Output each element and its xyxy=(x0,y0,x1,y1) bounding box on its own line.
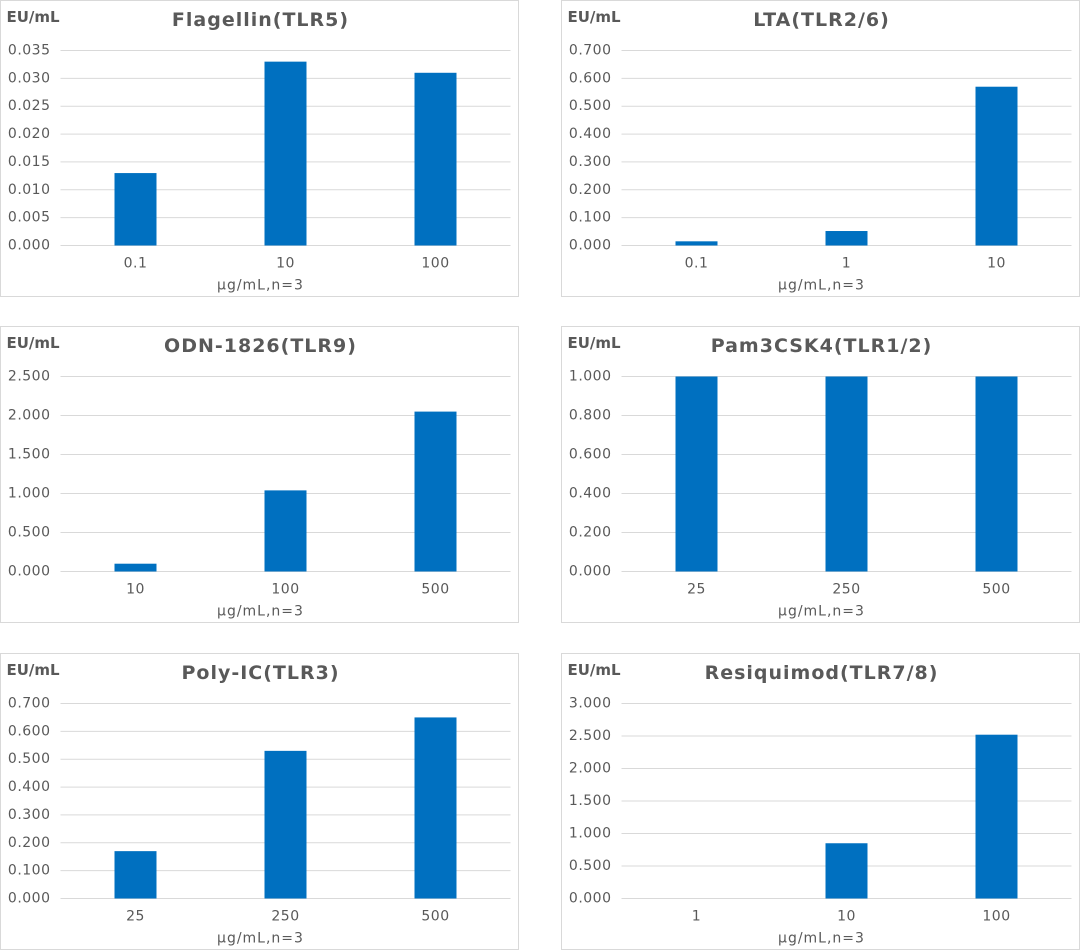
y-tick-label: 1.000 xyxy=(569,826,612,842)
x-tick-label: 10 xyxy=(987,256,1006,272)
y-tick-label: 0.400 xyxy=(569,126,612,142)
y-tick-label: 0.000 xyxy=(8,564,51,580)
y-tick-label: 2.000 xyxy=(569,761,612,777)
bar xyxy=(114,173,157,246)
chart-title: Resiquimod(TLR7/8) xyxy=(705,662,939,684)
x-axis-label: μg/mL,n=3 xyxy=(778,931,865,947)
y-tick-label: 0.200 xyxy=(569,182,612,198)
bar xyxy=(825,376,868,572)
y-tick-label: 0.015 xyxy=(8,154,51,170)
x-tick-label: 250 xyxy=(832,582,860,598)
x-tick-label: 0.1 xyxy=(685,256,709,272)
bar xyxy=(975,734,1018,899)
y-axis-label: EU/mL xyxy=(7,334,61,352)
y-tick-label: 0.200 xyxy=(569,525,612,541)
bar xyxy=(264,750,307,899)
bar xyxy=(975,376,1018,572)
x-tick-label: 1 xyxy=(842,256,851,272)
y-tick-label: 0.005 xyxy=(8,210,51,226)
bar xyxy=(675,376,718,572)
x-tick-label: 500 xyxy=(421,909,449,925)
y-tick-label: 0.000 xyxy=(569,238,612,254)
x-tick-label: 100 xyxy=(421,256,449,272)
y-tick-label: 0.500 xyxy=(8,525,51,541)
y-tick-label: 0.400 xyxy=(569,486,612,502)
y-tick-label: 0.025 xyxy=(8,98,51,114)
bar xyxy=(114,851,157,899)
y-tick-label: 0.000 xyxy=(569,891,612,907)
x-axis-label: μg/mL,n=3 xyxy=(778,278,865,294)
y-tick-label: 0.600 xyxy=(8,723,51,739)
y-tick-label: 0.600 xyxy=(569,70,612,86)
y-tick-label: 0.100 xyxy=(8,863,51,879)
y-tick-label: 1.500 xyxy=(8,447,51,463)
bar xyxy=(414,717,457,899)
x-tick-label: 25 xyxy=(687,582,706,598)
y-axis-label: EU/mL xyxy=(568,334,622,352)
x-tick-label: 500 xyxy=(982,582,1010,598)
y-tick-label: 1.500 xyxy=(569,793,612,809)
x-axis-label: μg/mL,n=3 xyxy=(217,604,304,620)
y-axis-label: EU/mL xyxy=(7,8,61,26)
bar xyxy=(114,563,157,572)
y-tick-label: 2.500 xyxy=(569,728,612,744)
x-axis-label: μg/mL,n=3 xyxy=(778,604,865,620)
bar xyxy=(825,231,868,246)
x-axis-label: μg/mL,n=3 xyxy=(217,931,304,947)
x-axis-label: μg/mL,n=3 xyxy=(217,278,304,294)
y-tick-label: 0.500 xyxy=(569,858,612,874)
x-tick-label: 100 xyxy=(271,582,299,598)
bar xyxy=(975,86,1018,246)
x-tick-label: 25 xyxy=(126,909,145,925)
x-tick-label: 250 xyxy=(271,909,299,925)
y-tick-label: 2.000 xyxy=(8,408,51,424)
y-tick-label: 0.700 xyxy=(8,696,51,712)
x-tick-label: 0.1 xyxy=(124,256,148,272)
y-tick-label: 0.010 xyxy=(8,182,51,198)
x-tick-label: 500 xyxy=(421,582,449,598)
y-tick-label: 1.000 xyxy=(569,369,612,385)
bar xyxy=(675,241,718,246)
y-tick-label: 0.400 xyxy=(8,779,51,795)
y-tick-label: 0.800 xyxy=(569,408,612,424)
y-tick-label: 0.200 xyxy=(8,835,51,851)
bar xyxy=(825,843,868,899)
x-tick-label: 10 xyxy=(276,256,295,272)
y-axis-label: EU/mL xyxy=(7,661,61,679)
y-tick-label: 3.000 xyxy=(569,696,612,712)
chart-title: LTA(TLR2/6) xyxy=(753,9,890,31)
x-tick-label: 100 xyxy=(982,909,1010,925)
y-tick-label: 0.500 xyxy=(569,98,612,114)
y-tick-label: 0.000 xyxy=(8,238,51,254)
chart-title: Flagellin(TLR5) xyxy=(172,9,349,31)
bar xyxy=(414,411,457,572)
y-tick-label: 0.300 xyxy=(8,807,51,823)
y-axis-label: EU/mL xyxy=(568,8,622,26)
x-tick-label: 10 xyxy=(837,909,856,925)
chart-title: ODN-1826(TLR9) xyxy=(164,335,357,357)
y-tick-label: 1.000 xyxy=(8,486,51,502)
y-tick-label: 0.600 xyxy=(569,447,612,463)
y-tick-label: 0.700 xyxy=(569,43,612,59)
bar xyxy=(264,61,307,246)
y-tick-label: 0.035 xyxy=(8,43,51,59)
y-axis-label: EU/mL xyxy=(568,661,622,679)
bar xyxy=(414,72,457,246)
bar xyxy=(264,490,307,572)
x-tick-label: 1 xyxy=(692,909,701,925)
chart-title: Poly-IC(TLR3) xyxy=(181,662,339,684)
y-tick-label: 0.000 xyxy=(8,891,51,907)
y-tick-label: 0.100 xyxy=(569,210,612,226)
y-tick-label: 0.000 xyxy=(569,564,612,580)
x-tick-label: 10 xyxy=(126,582,145,598)
y-tick-label: 2.500 xyxy=(8,369,51,385)
chart-title: Pam3CSK4(TLR1/2) xyxy=(711,335,933,357)
y-tick-label: 0.500 xyxy=(8,751,51,767)
y-tick-label: 0.020 xyxy=(8,126,51,142)
y-tick-label: 0.030 xyxy=(8,70,51,86)
y-tick-label: 0.300 xyxy=(569,154,612,170)
